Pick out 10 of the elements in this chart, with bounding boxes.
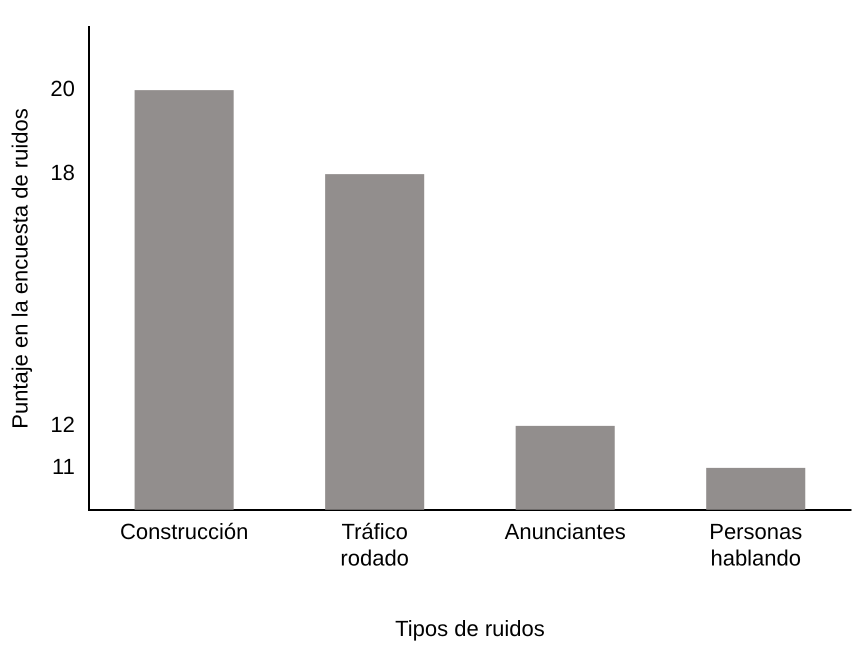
- y-tick-label: 18: [50, 160, 75, 186]
- y-tick-label: 11: [52, 454, 75, 479]
- x-tick-label: Anunciantes: [504, 519, 626, 544]
- y-tick-label: 20: [50, 76, 75, 102]
- x-tick-label: Personas hablando: [709, 519, 802, 570]
- x-tick-label: Construcción: [120, 519, 248, 544]
- y-axis-title: Puntaje en la encuesta de ruidos: [7, 108, 32, 429]
- x-tick-label: Tráfico rodado: [340, 519, 409, 570]
- x-axis-title: Tipos de ruidos: [395, 616, 545, 641]
- y-tick-label: 12: [50, 412, 75, 437]
